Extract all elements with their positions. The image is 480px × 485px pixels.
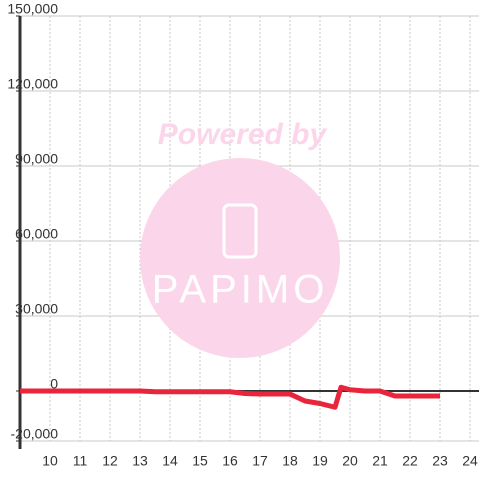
line-series (20, 384, 440, 410)
y-tick-label: 90,000 (15, 151, 58, 167)
x-tick-label: 13 (132, 453, 148, 469)
x-tick-label: 19 (312, 453, 328, 469)
x-tick-label: 11 (73, 453, 88, 469)
x-tick-label: 22 (402, 453, 418, 469)
x-tick-label: 15 (192, 453, 208, 469)
y-tick-label: 0 (50, 376, 58, 392)
x-tick-label: 23 (432, 453, 448, 469)
x-tick-label: 18 (282, 453, 298, 469)
x-tick-label: 16 (222, 453, 238, 469)
watermark-text: Powered by (158, 118, 328, 151)
x-tick-label: 20 (342, 453, 358, 469)
y-tick-label: 150,000 (7, 1, 58, 17)
x-tick-label: 24 (462, 453, 478, 469)
x-tick-label: 21 (372, 453, 388, 469)
x-tick-label: 10 (42, 453, 58, 469)
x-tick-label: 17 (252, 453, 268, 469)
watermark: Powered by PAPIMO (140, 118, 340, 358)
x-tick-label: 12 (102, 453, 118, 469)
watermark-logo: PAPIMO (152, 268, 329, 312)
x-tick-label: 14 (162, 453, 178, 469)
y-tick-label: -20,000 (11, 426, 59, 442)
y-tick-label: 30,000 (15, 301, 58, 317)
y-tick-label: 60,000 (15, 226, 58, 242)
y-tick-label: 120,000 (7, 76, 58, 92)
watermark-icon (222, 203, 258, 259)
